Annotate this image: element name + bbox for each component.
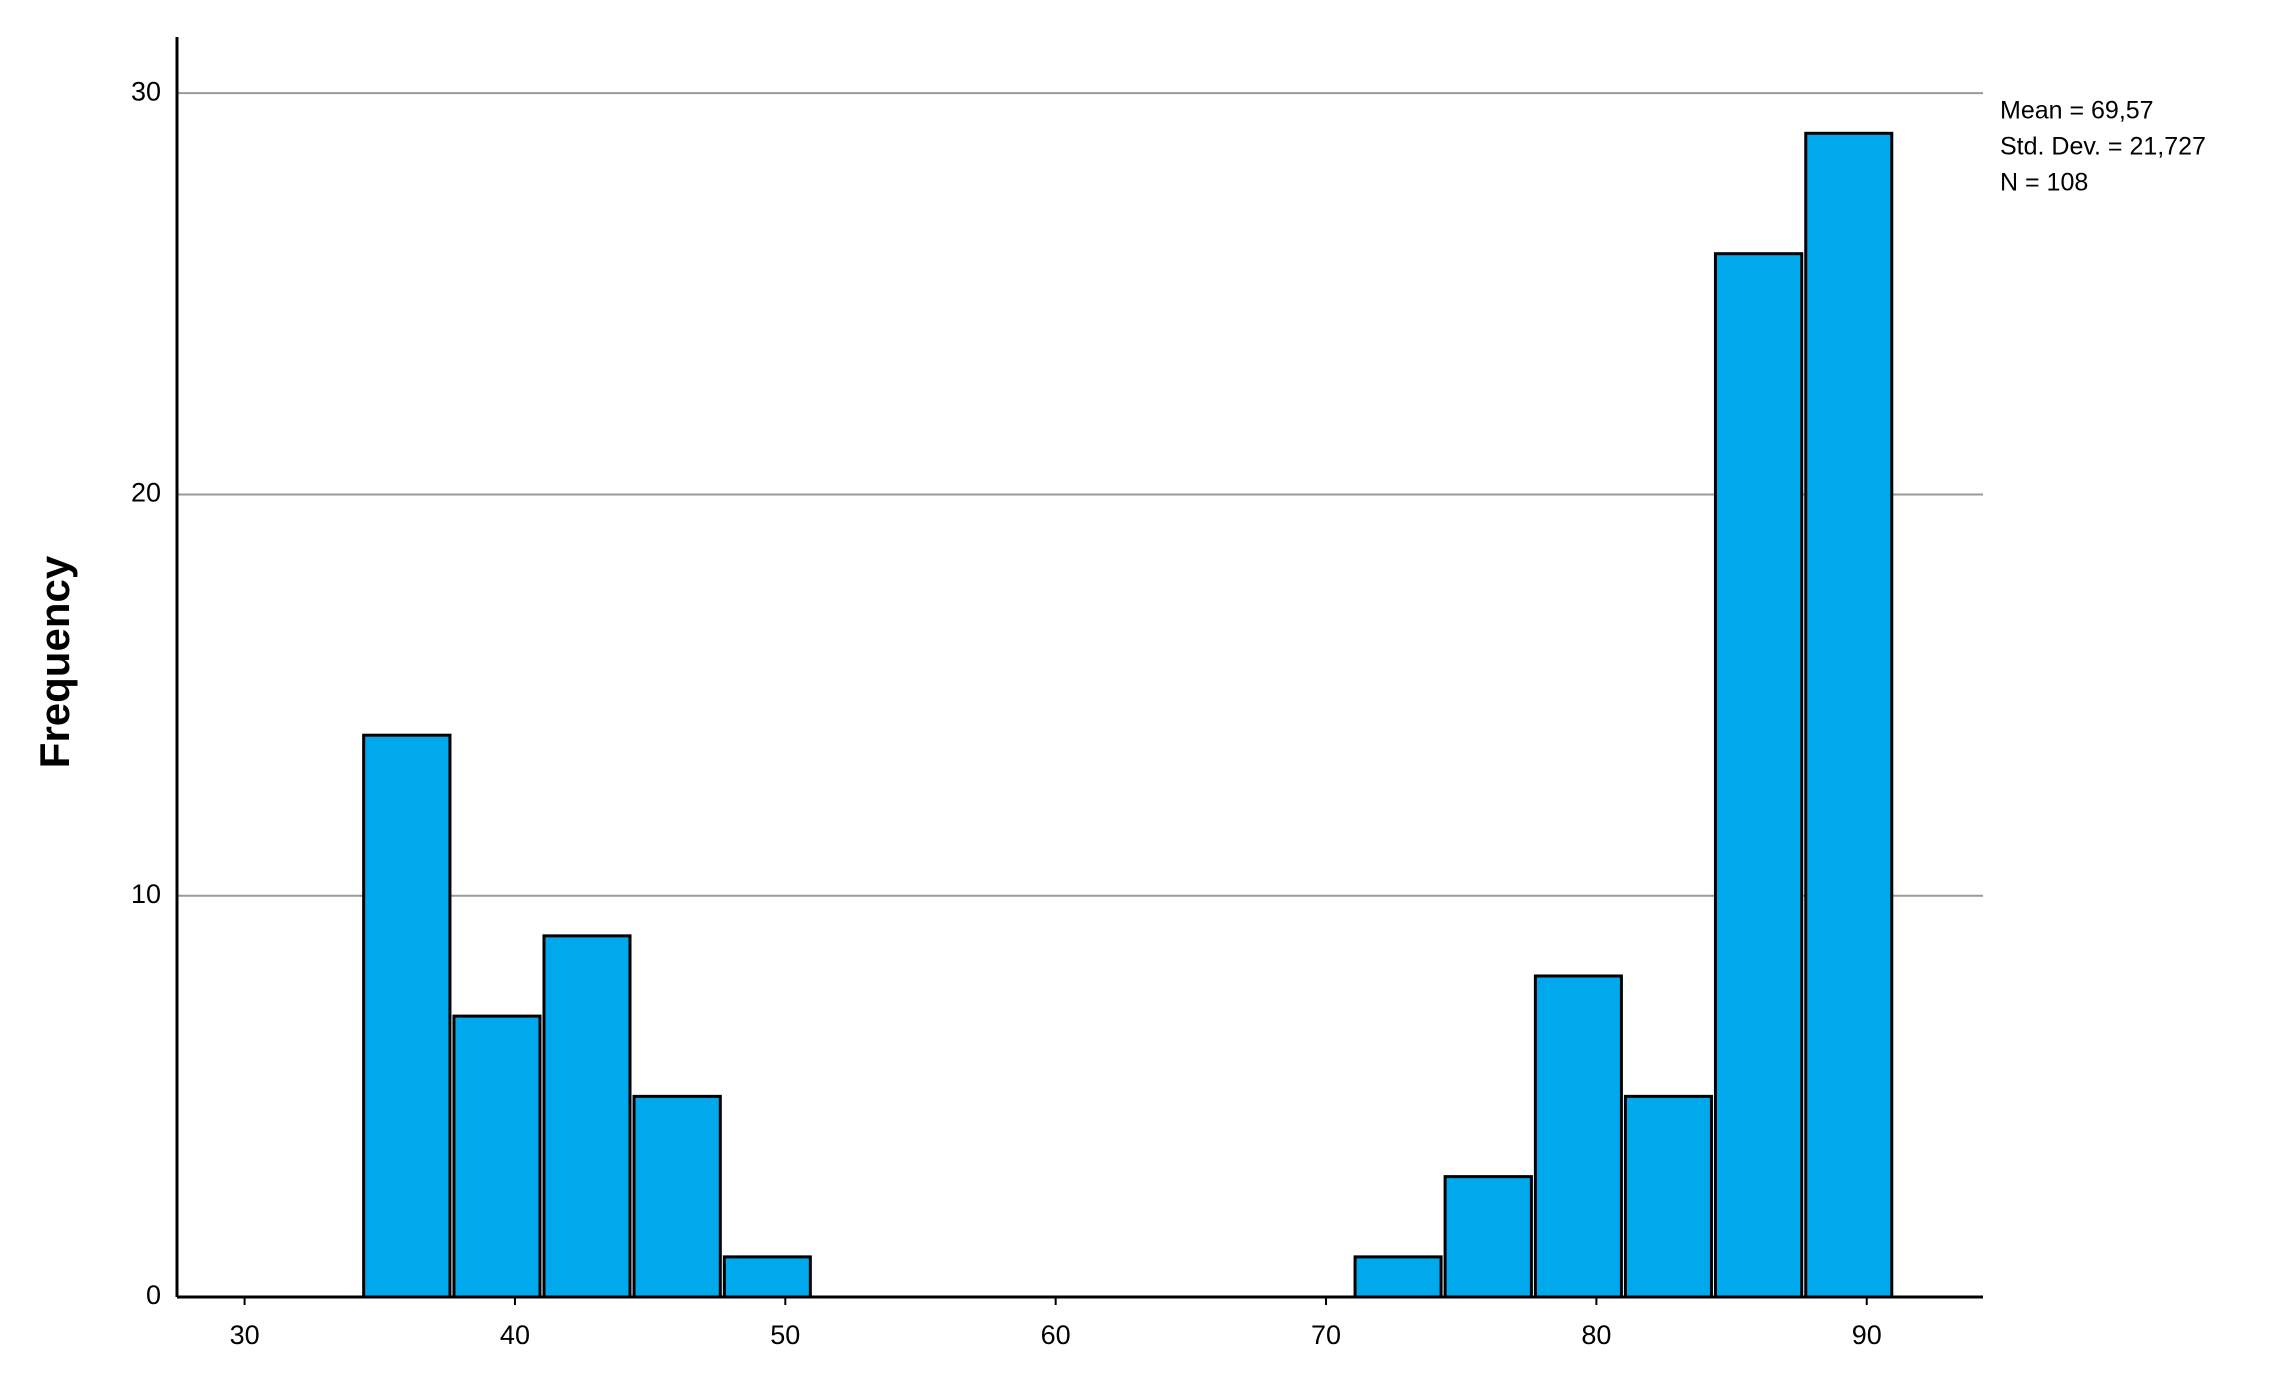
bar bbox=[362, 733, 452, 1299]
y-tick-label: 30 bbox=[131, 76, 161, 106]
x-tick-label: 70 bbox=[1311, 1320, 1341, 1350]
bar bbox=[1533, 974, 1623, 1299]
bar bbox=[632, 1094, 722, 1299]
x-tick-label: 50 bbox=[770, 1320, 800, 1350]
bar bbox=[722, 1255, 812, 1299]
stat-label: Std. Dev. = 21,727 bbox=[2000, 133, 2206, 161]
x-tick-label: 80 bbox=[1581, 1320, 1611, 1350]
x-tick-label: 30 bbox=[230, 1320, 260, 1350]
bar bbox=[452, 1014, 542, 1299]
bar bbox=[1353, 1255, 1443, 1299]
x-tick-label: 40 bbox=[500, 1320, 530, 1350]
bar bbox=[542, 934, 632, 1299]
x-tick-label: 90 bbox=[1852, 1320, 1882, 1350]
x-tick-label: 60 bbox=[1041, 1320, 1071, 1350]
bar bbox=[1623, 1094, 1713, 1299]
y-tick-label: 20 bbox=[131, 478, 161, 508]
bar bbox=[1443, 1175, 1533, 1299]
bar bbox=[1713, 252, 1804, 1299]
stat-label: Mean = 69,57 bbox=[2000, 97, 2154, 125]
y-axis-label: Frequency bbox=[31, 555, 78, 768]
stat-label: N = 108 bbox=[2000, 169, 2088, 197]
bar bbox=[1804, 131, 1894, 1299]
y-tick-label: 0 bbox=[146, 1280, 161, 1310]
y-tick-label: 10 bbox=[131, 879, 161, 909]
